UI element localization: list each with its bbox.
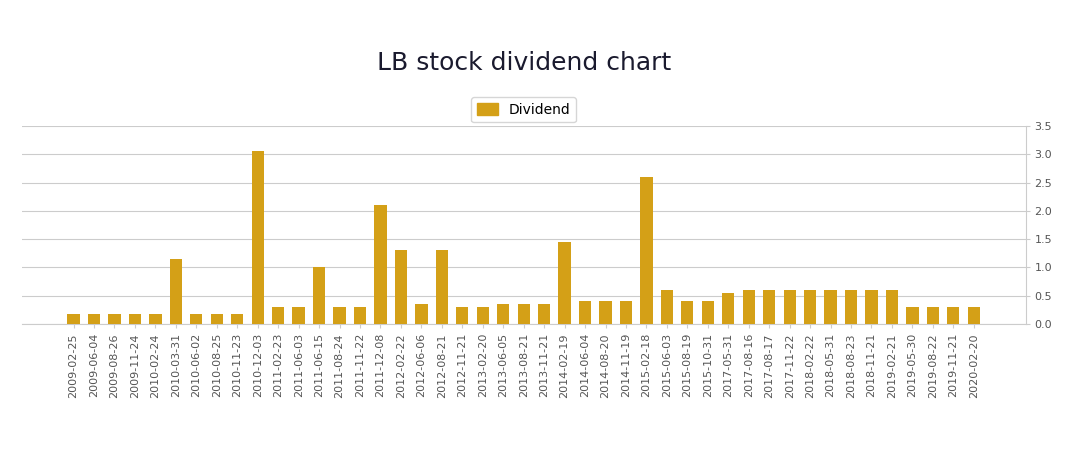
Bar <box>722 293 734 324</box>
Bar <box>804 290 816 324</box>
Bar <box>334 307 346 324</box>
Bar <box>477 307 489 324</box>
Bar <box>252 152 264 324</box>
Bar <box>763 290 776 324</box>
Bar <box>190 314 203 324</box>
Bar <box>907 307 919 324</box>
Bar <box>497 304 509 324</box>
Bar <box>783 290 795 324</box>
Bar <box>435 251 448 324</box>
Bar <box>149 314 161 324</box>
Bar <box>416 304 428 324</box>
Bar <box>620 302 632 324</box>
Bar <box>129 314 141 324</box>
Bar <box>743 290 755 324</box>
Bar <box>702 302 714 324</box>
Bar <box>395 251 407 324</box>
Bar <box>170 259 182 324</box>
Bar <box>211 314 223 324</box>
Bar <box>886 290 898 324</box>
Bar <box>374 205 386 324</box>
Bar <box>844 290 858 324</box>
Bar <box>292 307 304 324</box>
Bar <box>68 314 80 324</box>
Bar <box>661 290 673 324</box>
Bar <box>456 307 468 324</box>
Bar <box>947 307 959 324</box>
Bar <box>599 302 612 324</box>
Bar <box>579 302 591 324</box>
Bar <box>681 302 694 324</box>
Bar <box>272 307 285 324</box>
Bar <box>108 314 121 324</box>
Bar <box>88 314 100 324</box>
Bar <box>353 307 367 324</box>
Legend: Dividend: Dividend <box>471 97 576 122</box>
Bar <box>313 267 325 324</box>
Bar <box>926 307 939 324</box>
Bar <box>231 314 243 324</box>
Bar <box>538 304 550 324</box>
Title: LB stock dividend chart: LB stock dividend chart <box>376 51 671 76</box>
Bar <box>825 290 837 324</box>
Bar <box>640 177 652 324</box>
Bar <box>559 242 571 324</box>
Bar <box>865 290 877 324</box>
Bar <box>968 307 980 324</box>
Bar <box>517 304 530 324</box>
